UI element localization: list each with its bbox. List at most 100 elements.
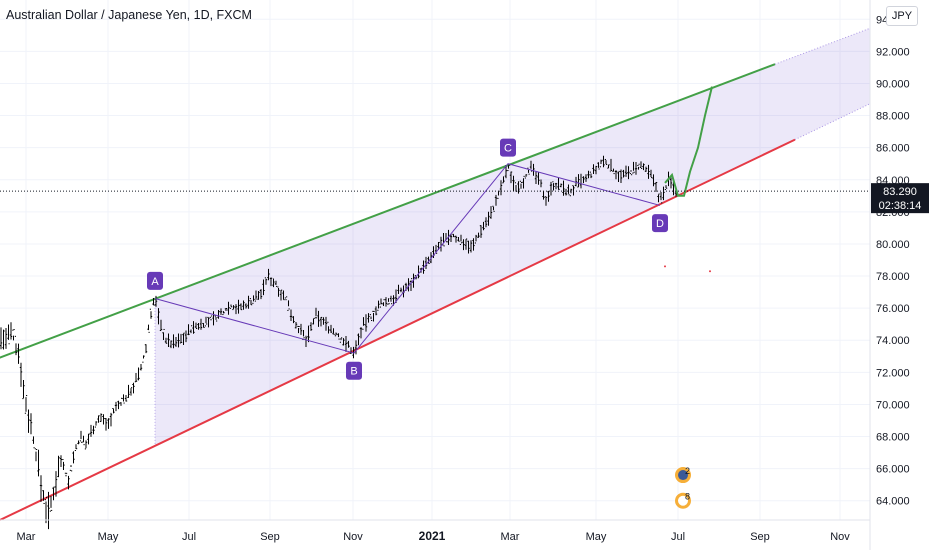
candle [197,323,200,330]
candle [37,449,40,477]
candle [334,332,338,337]
pattern-label-b[interactable]: B [346,361,362,380]
svg-text:2: 2 [685,466,690,476]
candle [307,325,310,343]
candle [237,299,240,314]
event-icon[interactable]: 8 [675,492,691,509]
candle [22,379,25,400]
x-tick-label: Mar [17,531,36,543]
candle [137,367,140,381]
candle [354,340,358,355]
candle [124,395,128,402]
candle [244,303,248,309]
candle [622,169,625,178]
candle [647,164,650,179]
currency-badge[interactable]: JPY [886,6,918,26]
candle [549,181,553,196]
pattern-path[interactable] [154,163,661,354]
candle [482,221,485,231]
candle [262,279,265,296]
candle [17,343,20,364]
candle [97,415,100,423]
event-icon[interactable]: 2 [675,466,691,484]
candle [337,333,340,340]
x-tick-label: Nov [343,531,363,543]
channel-drawing[interactable] [0,27,871,521]
candle [62,459,65,471]
candle [104,418,108,431]
candle [624,165,628,177]
candle [24,395,28,414]
candle [149,308,153,319]
projection-path[interactable] [664,86,713,197]
candle [502,176,505,184]
y-tick-label: 88.000 [876,111,910,123]
y-tick-label: 64.000 [876,496,910,508]
candle [297,325,300,334]
svg-text:B: B [350,366,357,378]
y-tick-label: 78.000 [876,271,910,283]
candle [52,486,55,501]
candle [509,171,513,184]
x-tick-label: Mar [501,531,520,543]
candle [554,182,558,190]
pattern-label-c[interactable]: C [500,138,516,157]
channel-upper-line[interactable] [0,63,776,359]
candle [169,340,173,349]
candle [604,158,608,165]
channel-lower-line[interactable] [0,138,796,521]
candle [247,295,250,309]
candle [182,332,185,346]
candle [347,340,350,348]
candle [359,327,363,339]
candle [142,355,145,363]
candle [567,184,570,196]
candle [209,315,213,321]
candle [132,382,135,394]
candle [84,440,88,450]
candle [379,298,383,308]
x-tick-label: May [98,531,119,543]
pattern-label-a[interactable]: A [147,271,163,290]
candle [214,315,218,322]
candle [629,170,633,176]
candle [249,298,253,306]
candle [499,180,503,196]
pattern-label-d[interactable]: D [652,214,668,233]
candle [617,170,620,183]
candle [127,384,130,398]
candle [537,172,540,185]
candle [14,335,18,356]
candle [527,167,530,175]
candle [89,424,93,437]
candle [592,164,595,174]
candle [112,407,115,414]
candle [487,211,490,226]
candle [194,322,198,329]
candle [269,277,273,287]
candle [34,448,38,462]
y-tick-label: 70.000 [876,399,910,411]
candle [32,436,35,449]
candle [324,316,328,331]
candle [639,161,643,169]
candle [322,317,325,325]
candle [467,240,470,254]
svg-text:A: A [151,276,159,288]
candle [4,327,8,349]
candle [614,170,618,180]
candle [634,162,638,175]
candle [202,322,205,328]
channel-fill [155,28,870,446]
abcd-pattern[interactable]: A B C D 2 8 [147,86,713,509]
channel-lower-extension [794,103,871,141]
candle [94,421,98,428]
candle [162,328,165,340]
candle [504,165,508,179]
candle [154,295,158,307]
candle [524,174,528,179]
candle [92,425,95,435]
